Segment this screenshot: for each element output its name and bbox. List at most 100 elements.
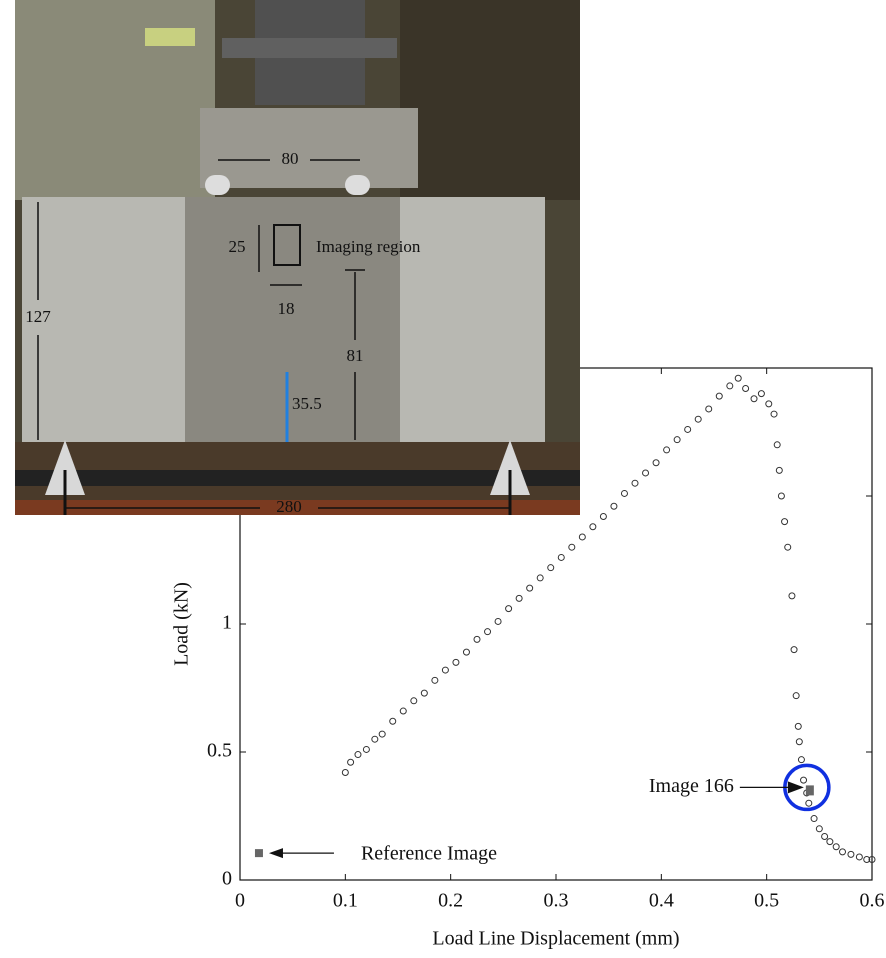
photo-label: 18 — [278, 299, 295, 318]
table — [15, 500, 580, 515]
point — [620, 489, 628, 497]
point — [599, 512, 607, 520]
point — [810, 815, 818, 823]
point — [734, 374, 742, 382]
point — [589, 523, 597, 531]
point — [765, 400, 773, 408]
point — [431, 676, 439, 684]
point — [441, 666, 449, 674]
photo-label: 25 — [229, 237, 246, 256]
y-tick-label: 0 — [222, 868, 232, 890]
point — [805, 799, 813, 807]
point — [726, 382, 734, 390]
point — [781, 518, 789, 526]
chart: 00.10.20.30.40.50.600.511.5Load Line Dis… — [171, 367, 885, 950]
photo-label: 280 — [276, 497, 302, 516]
y-tick-label: 1 — [222, 612, 232, 634]
support — [45, 440, 85, 495]
point — [354, 751, 362, 759]
photo: 80 25 18 Imaging region 127 81 35.5 280 — [15, 0, 580, 516]
point — [547, 564, 555, 572]
point — [795, 738, 803, 746]
reference-marker — [254, 849, 263, 858]
dimension-lines — [37, 159, 512, 515]
point — [347, 758, 355, 766]
point — [536, 574, 544, 582]
point — [663, 446, 671, 454]
point — [568, 543, 576, 551]
point — [684, 425, 692, 433]
point — [792, 692, 800, 700]
point — [494, 617, 502, 625]
x-tick-label: 0.1 — [333, 890, 358, 912]
rail — [15, 470, 580, 486]
photo-label: 81 — [347, 346, 364, 365]
annotation: Image 166 — [649, 775, 734, 797]
photo-label: 127 — [25, 307, 51, 326]
point — [341, 768, 349, 776]
point — [631, 479, 639, 487]
point — [821, 832, 829, 840]
point — [815, 825, 823, 833]
point — [420, 689, 428, 697]
point — [557, 553, 565, 561]
point — [788, 592, 796, 600]
x-tick-label: 0.5 — [754, 890, 779, 912]
point — [452, 658, 460, 666]
point — [773, 441, 781, 449]
support — [490, 440, 530, 495]
x-tick-label: 0.3 — [544, 890, 569, 912]
point — [742, 384, 750, 392]
bolt — [222, 38, 397, 58]
point — [855, 853, 863, 861]
x-tick-label: 0.4 — [649, 890, 674, 912]
point — [371, 735, 379, 743]
y-tick-label: 0.5 — [207, 740, 232, 762]
y-axis-label: Load (kN) — [171, 582, 193, 666]
indicator — [145, 28, 195, 46]
point — [362, 745, 370, 753]
roller — [345, 175, 370, 195]
point — [775, 466, 783, 474]
x-tick-label: 0 — [235, 890, 245, 912]
point — [757, 390, 765, 398]
point — [826, 838, 834, 846]
load-head — [200, 108, 418, 188]
photo-label: 35.5 — [292, 394, 322, 413]
point — [794, 722, 802, 730]
point — [777, 492, 785, 500]
point — [642, 469, 650, 477]
point — [790, 646, 798, 654]
point — [797, 756, 805, 764]
point — [462, 648, 470, 656]
point — [378, 730, 386, 738]
photo-label: 80 — [282, 149, 299, 168]
point — [847, 850, 855, 858]
point — [399, 707, 407, 715]
arrow-head — [787, 781, 804, 794]
arrow-head — [268, 848, 283, 859]
point — [505, 605, 513, 613]
roller — [205, 175, 230, 195]
point — [868, 856, 876, 864]
image-marker — [805, 785, 814, 796]
x-tick-label: 0.6 — [860, 890, 885, 912]
point — [652, 459, 660, 467]
point — [832, 843, 840, 851]
point — [694, 415, 702, 423]
point — [526, 584, 534, 592]
point — [863, 856, 871, 864]
point — [473, 635, 481, 643]
photo-label: Imaging region — [316, 237, 421, 256]
point — [839, 848, 847, 856]
point — [389, 717, 397, 725]
point — [784, 543, 792, 551]
point — [750, 395, 758, 403]
point — [515, 594, 523, 602]
point — [673, 436, 681, 444]
point — [770, 410, 778, 418]
speckle-region — [185, 197, 400, 442]
point — [410, 697, 418, 705]
point — [610, 502, 618, 510]
